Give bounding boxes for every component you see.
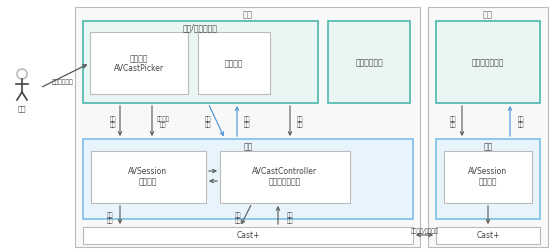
Text: 系统: 系统 xyxy=(243,142,253,151)
Text: 选播
设备: 选播 设备 xyxy=(109,115,116,128)
Bar xyxy=(436,22,540,104)
Text: 投播会话控制器: 投播会话控制器 xyxy=(269,177,301,186)
Text: 远端: 远端 xyxy=(483,11,493,19)
Text: 播放服务: 播放服务 xyxy=(225,59,243,68)
Bar xyxy=(436,139,540,219)
Text: Cast+: Cast+ xyxy=(476,231,500,240)
Bar xyxy=(91,151,206,203)
Text: AVSession: AVSession xyxy=(468,167,508,176)
Bar xyxy=(83,139,413,219)
Text: 系统预置播放器: 系统预置播放器 xyxy=(472,58,504,67)
Bar xyxy=(83,22,318,104)
Bar xyxy=(328,22,410,104)
Text: 播放
控制: 播放 控制 xyxy=(297,115,303,128)
Bar xyxy=(444,151,532,203)
Text: 更新
状态: 更新 状态 xyxy=(450,115,456,128)
Text: AVCastPicker: AVCastPicker xyxy=(114,63,164,72)
Text: 远端
控制: 远端 控制 xyxy=(518,115,524,128)
Text: 状态
上报: 状态 上报 xyxy=(287,211,293,223)
Text: 投播
控制: 投播 控制 xyxy=(205,115,211,128)
Bar xyxy=(198,33,270,94)
Text: 投播选择设备: 投播选择设备 xyxy=(52,79,74,84)
Text: 投播组件: 投播组件 xyxy=(130,54,148,63)
Text: 控制
命令: 控制 命令 xyxy=(235,211,241,223)
Bar xyxy=(75,8,420,247)
Text: 音乐/视频类应用: 音乐/视频类应用 xyxy=(182,23,217,32)
Text: 本端: 本端 xyxy=(243,11,253,19)
Text: 系统: 系统 xyxy=(483,142,493,151)
Text: 监听
控制: 监听 控制 xyxy=(244,115,251,128)
Text: 监听设备
选播: 监听设备 选播 xyxy=(156,115,170,128)
Text: 选播
设备: 选播 设备 xyxy=(107,211,113,223)
Text: 系统播控中心: 系统播控中心 xyxy=(355,58,383,67)
Bar xyxy=(90,33,188,94)
Text: 用户: 用户 xyxy=(18,105,26,112)
Bar xyxy=(220,151,350,203)
Bar xyxy=(83,227,413,244)
Bar xyxy=(428,8,548,247)
Bar xyxy=(436,227,540,244)
Text: AVCastController: AVCastController xyxy=(252,167,317,176)
Text: 反送控制/状态回调: 反送控制/状态回调 xyxy=(411,227,439,233)
Text: 媒体会话: 媒体会话 xyxy=(139,177,157,186)
Text: Cast+: Cast+ xyxy=(236,231,260,240)
Text: 媒体会话: 媒体会话 xyxy=(479,177,497,186)
Text: AVSession: AVSession xyxy=(128,167,168,176)
